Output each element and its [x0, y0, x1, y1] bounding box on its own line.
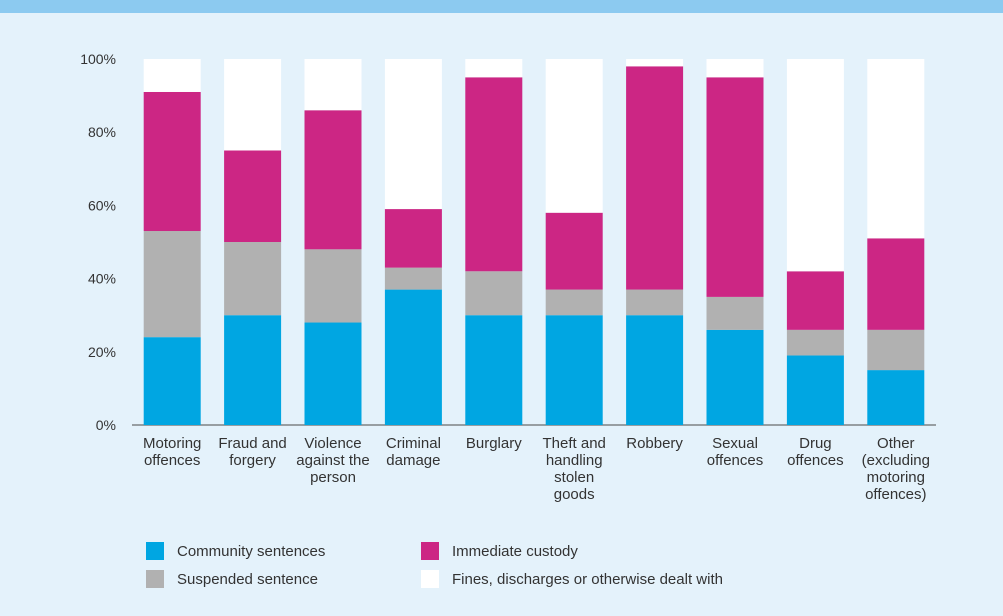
- legend-item-fines-discharges: Fines, discharges or otherwise dealt wit…: [421, 569, 723, 589]
- bar-immediate-custody-drug-offences: [786, 271, 844, 330]
- bar-suspended-sentence-drug-offences: [786, 329, 844, 356]
- y-tick-label-60: 60%: [88, 197, 116, 213]
- bar-stack-robbery: [626, 59, 684, 425]
- bar-stack-criminal-damage: [384, 59, 442, 425]
- y-tick-label-80: 80%: [88, 124, 116, 140]
- bar-suspended-sentence-sexual-offences: [706, 296, 764, 330]
- x-tick-label-robbery: Robbery: [626, 435, 683, 452]
- bar-suspended-sentence-robbery: [626, 289, 684, 316]
- bar-stack-theft-and-handling-stolen-goods: [545, 59, 603, 425]
- legend-label-suspended-sentence: Suspended sentence: [177, 570, 318, 588]
- bar-immediate-custody-burglary: [465, 77, 523, 272]
- legend-swatch-fines-discharges: [421, 570, 439, 588]
- bar-suspended-sentence-other-excluding-motoring-offences: [867, 329, 925, 371]
- x-axis-labels: Motoring offences Fraud and forgery Violence…: [143, 435, 930, 503]
- bar-immediate-custody-motoring-offences: [143, 91, 201, 232]
- y-axis: 0% 20% 40% 60% 80% 100%: [80, 51, 116, 433]
- bar-fines-discharges-or-otherwise-dealt-with-other-excluding-motoring-offences: [867, 59, 925, 239]
- bar-stack-drug-offences: [786, 59, 844, 425]
- x-tick-label-criminal-damage: Criminal damage: [386, 435, 441, 469]
- bar-community-sentences-motoring-offences: [143, 337, 201, 425]
- bar-fines-discharges-or-otherwise-dealt-with-sexual-offences: [706, 59, 764, 78]
- bar-fines-discharges-or-otherwise-dealt-with-theft-and-handling-stolen-goods: [545, 59, 603, 213]
- bar-suspended-sentence-criminal-damage: [384, 267, 442, 290]
- y-tick-label-20: 20%: [88, 344, 116, 360]
- bar-fines-discharges-or-otherwise-dealt-with-violence-against-the-person: [304, 59, 362, 111]
- x-tick-label-theft-and-handling-stolen-goods: Theft and handling stolen goods: [543, 435, 606, 503]
- x-tick-label-drug-offences: Drug offences: [787, 435, 843, 469]
- bar-stack-sexual-offences: [706, 59, 764, 425]
- bar-community-sentences-robbery: [626, 315, 684, 425]
- bar-immediate-custody-fraud-and-forgery: [224, 150, 282, 242]
- bar-suspended-sentence-motoring-offences: [143, 231, 201, 338]
- x-tick-label-other-excluding-motoring-offences: Other (excluding motoring offences): [862, 435, 930, 503]
- bar-stack-fraud-and-forgery: [224, 59, 282, 425]
- bar-community-sentences-fraud-and-forgery: [224, 315, 282, 425]
- bar-community-sentences-drug-offences: [786, 355, 844, 425]
- bar-stack-other-excluding-motoring-offences: [867, 59, 925, 425]
- bar-immediate-custody-criminal-damage: [384, 209, 442, 268]
- bar-community-sentences-other-excluding-motoring-offences: [867, 370, 925, 425]
- bar-suspended-sentence-theft-and-handling-stolen-goods: [545, 289, 603, 316]
- bar-community-sentences-sexual-offences: [706, 329, 764, 425]
- bar-suspended-sentence-violence-against-the-person: [304, 249, 362, 323]
- bar-immediate-custody-other-excluding-motoring-offences: [867, 238, 925, 330]
- x-tick-label-violence-against-the-person: Violence against the person: [296, 435, 369, 486]
- x-tick-label-motoring-offences: Motoring offences: [143, 435, 201, 469]
- legend-label-immediate-custody: Immediate custody: [452, 542, 578, 560]
- legend-swatch-community-sentences: [146, 542, 164, 560]
- y-tick-label-100: 100%: [80, 51, 116, 67]
- bar-community-sentences-violence-against-the-person: [304, 322, 362, 425]
- header-bar: [0, 0, 1003, 13]
- x-tick-label-sexual-offences: Sexual offences: [707, 435, 763, 469]
- bar-immediate-custody-robbery: [626, 66, 684, 290]
- bar-community-sentences-criminal-damage: [384, 289, 442, 425]
- bar-suspended-sentence-fraud-and-forgery: [224, 242, 282, 316]
- legend-swatch-immediate-custody: [421, 542, 439, 560]
- bar-fines-discharges-or-otherwise-dealt-with-motoring-offences: [143, 59, 201, 92]
- y-tick-label-40: 40%: [88, 271, 116, 287]
- bar-fines-discharges-or-otherwise-dealt-with-fraud-and-forgery: [224, 59, 282, 151]
- bar-fines-discharges-or-otherwise-dealt-with-criminal-damage: [384, 59, 442, 210]
- bar-immediate-custody-theft-and-handling-stolen-goods: [545, 212, 603, 290]
- stacked-bar-chart: 0% 20% 40% 60% 80% 100% Motoring offences Fraud…: [80, 51, 936, 503]
- bar-fines-discharges-or-otherwise-dealt-with-robbery: [626, 59, 684, 67]
- legend-item-immediate-custody: Immediate custody: [421, 541, 578, 561]
- bar-community-sentences-theft-and-handling-stolen-goods: [545, 315, 603, 425]
- x-tick-label-burglary: Burglary: [466, 435, 522, 452]
- legend-label-fines-discharges: Fines, discharges or otherwise dealt wit…: [452, 570, 723, 588]
- bar-suspended-sentence-burglary: [465, 271, 523, 316]
- bar-immediate-custody-violence-against-the-person: [304, 110, 362, 250]
- legend-item-suspended-sentence: Suspended sentence: [146, 569, 318, 589]
- bar-stack-motoring-offences: [143, 59, 201, 425]
- bar-stack-burglary: [465, 59, 523, 425]
- y-tick-label-0: 0%: [96, 417, 116, 433]
- bar-community-sentences-burglary: [465, 315, 523, 425]
- legend-swatch-suspended-sentence: [146, 570, 164, 588]
- x-tick-label-fraud-and-forgery: Fraud and forgery: [218, 435, 286, 469]
- bar-immediate-custody-sexual-offences: [706, 77, 764, 297]
- bar-fines-discharges-or-otherwise-dealt-with-drug-offences: [786, 59, 844, 272]
- legend-item-community-sentences: Community sentences: [146, 541, 325, 561]
- legend-label-community-sentences: Community sentences: [177, 542, 326, 560]
- bar-area: [132, 59, 936, 426]
- bar-fines-discharges-or-otherwise-dealt-with-burglary: [465, 59, 523, 78]
- bar-stack-violence-against-the-person: [304, 59, 362, 425]
